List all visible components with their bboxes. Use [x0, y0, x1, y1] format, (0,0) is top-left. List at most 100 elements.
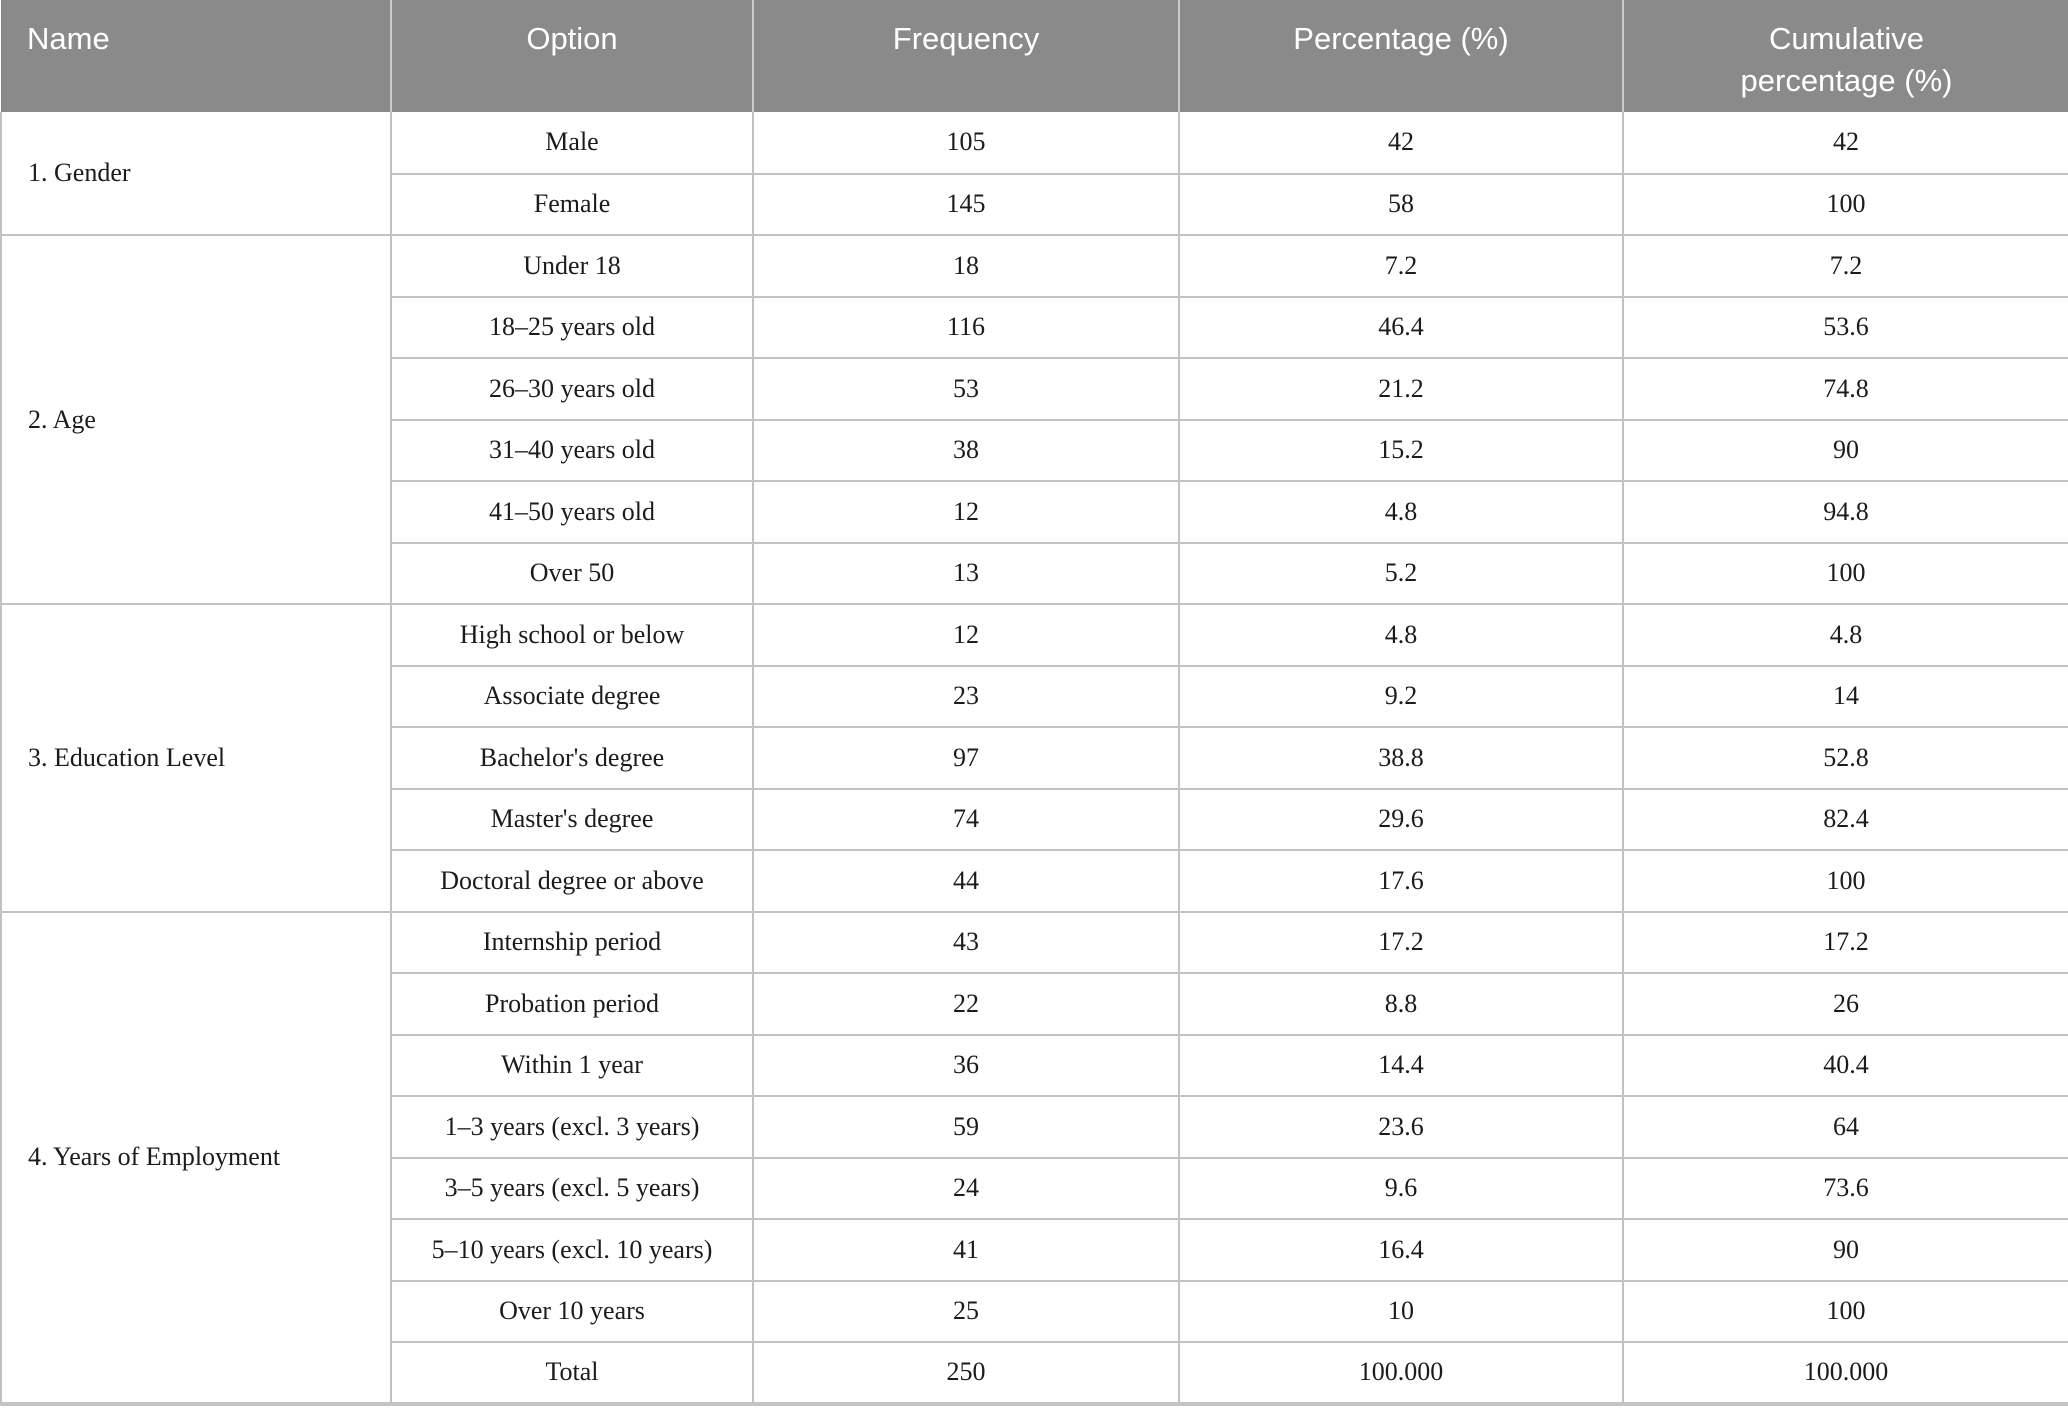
- percentage-cell: 17.6: [1178, 849, 1624, 913]
- column-header-cumulative-percentage: Cumulative percentage (%): [1622, 0, 2068, 112]
- table-row: Within 1 year 36 14.4 40.4: [1, 1033, 2068, 1097]
- option-cell: Within 1 year: [390, 1033, 754, 1097]
- table-row: Female 145 58 100: [1, 172, 2068, 236]
- cumulative-percentage-cell: 64: [1622, 1095, 2068, 1159]
- frequency-cell: 23: [752, 664, 1180, 728]
- table-row: 4. Years of Employment Internship period 4…: [0, 910, 2068, 1405]
- cumulative-percentage-cell: 100: [1622, 172, 2068, 236]
- option-cell: Associate degree: [390, 664, 754, 728]
- column-header-name: Name: [1, 0, 391, 112]
- option-cell: Total: [390, 1341, 754, 1405]
- option-cell: Female: [390, 172, 754, 236]
- table-row: Bachelor's degree 97 38.8 52.8: [1, 726, 2068, 790]
- frequency-cell: 116: [752, 295, 1180, 359]
- option-cell: 5–10 years (excl. 10 years): [390, 1218, 754, 1282]
- percentage-cell: 23.6: [1178, 1095, 1624, 1159]
- option-cell: Over 50: [390, 541, 754, 605]
- option-cell: Doctoral degree or above: [390, 849, 754, 913]
- frequency-cell: 13: [752, 541, 1180, 605]
- frequency-cell: 12: [752, 603, 1180, 667]
- table-row: Probation period 22 8.8 26: [1, 972, 2068, 1036]
- percentage-cell: 8.8: [1178, 972, 1624, 1036]
- section-name-cell: 3. Education Level: [0, 603, 392, 913]
- frequency-cell: 43: [752, 910, 1180, 974]
- option-cell: Under 18: [390, 234, 754, 298]
- option-cell: 26–30 years old: [390, 357, 754, 421]
- percentage-cell: 9.6: [1178, 1156, 1624, 1220]
- table-row: Associate degree 23 9.2 14: [1, 664, 2068, 728]
- section-name-cell: 1. Gender: [0, 112, 392, 236]
- cumulative-percentage-cell: 90: [1622, 418, 2068, 482]
- table-row: 1. Gender Male 105 42 42: [0, 112, 2068, 236]
- column-header-label: Percentage (%): [1293, 21, 1509, 56]
- table-row: 31–40 years old 38 15.2 90: [1, 418, 2068, 482]
- table-row: 26–30 years old 53 21.2 74.8: [1, 357, 2068, 421]
- cumulative-percentage-cell: 17.2: [1622, 910, 2068, 974]
- percentage-cell: 58: [1178, 172, 1624, 236]
- cumulative-percentage-cell: 7.2: [1622, 234, 2068, 298]
- frequency-cell: 250: [752, 1341, 1180, 1405]
- cumulative-percentage-cell: 4.8: [1622, 603, 2068, 667]
- column-header-option: Option: [390, 0, 753, 112]
- frequency-cell: 36: [752, 1033, 1180, 1097]
- cumulative-percentage-cell: 73.6: [1622, 1156, 2068, 1220]
- percentage-cell: 5.2: [1178, 541, 1624, 605]
- percentage-cell: 10: [1178, 1279, 1624, 1343]
- frequency-cell: 145: [752, 172, 1180, 236]
- option-cell: Master's degree: [390, 787, 754, 851]
- option-cell: 3–5 years (excl. 5 years): [390, 1156, 754, 1220]
- percentage-cell: 14.4: [1178, 1033, 1624, 1097]
- table-row: Over 50 13 5.2 100: [1, 541, 2068, 605]
- frequency-cell: 74: [752, 787, 1180, 851]
- percentage-cell: 9.2: [1178, 664, 1624, 728]
- table-row: Over 10 years 25 10 100: [1, 1279, 2068, 1343]
- percentage-cell: 4.8: [1178, 603, 1624, 667]
- table-row: 3. Education Level High school or below 12…: [0, 603, 2068, 913]
- frequency-cell: 53: [752, 357, 1180, 421]
- cumulative-percentage-cell: 100.000: [1622, 1341, 2068, 1405]
- option-cell: 18–25 years old: [390, 295, 754, 359]
- percentage-cell: 15.2: [1178, 418, 1624, 482]
- table-row: Doctoral degree or above 44 17.6 100: [1, 849, 2068, 913]
- cumulative-percentage-cell: 90: [1622, 1218, 2068, 1282]
- cumulative-percentage-cell: 74.8: [1622, 357, 2068, 421]
- percentage-cell: 7.2: [1178, 234, 1624, 298]
- option-cell: 41–50 years old: [390, 480, 754, 544]
- cumulative-percentage-cell: 40.4: [1622, 1033, 2068, 1097]
- table-row: 1–3 years (excl. 3 years) 59 23.6 64: [1, 1095, 2068, 1159]
- cumulative-percentage-cell: 100: [1622, 849, 2068, 913]
- frequency-cell: 18: [752, 234, 1180, 298]
- cumulative-percentage-cell: 14: [1622, 664, 2068, 728]
- frequency-cell: 41: [752, 1218, 1180, 1282]
- frequency-cell: 105: [752, 112, 1180, 175]
- header-row: Name Option Frequency Percentage (%) Cumulat…: [1, 0, 2068, 112]
- option-cell: Probation period: [390, 972, 754, 1036]
- frequency-cell: 22: [752, 972, 1180, 1036]
- frequency-cell: 24: [752, 1156, 1180, 1220]
- option-cell: 31–40 years old: [390, 418, 754, 482]
- cumulative-percentage-cell: 26: [1622, 972, 2068, 1036]
- frequency-cell: 12: [752, 480, 1180, 544]
- percentage-cell: 21.2: [1178, 357, 1624, 421]
- cumulative-percentage-cell: 100: [1622, 541, 2068, 605]
- frequency-cell: 97: [752, 726, 1180, 790]
- column-header-label: Cumulative percentage (%): [1740, 21, 1953, 98]
- cumulative-percentage-cell: 94.8: [1622, 480, 2068, 544]
- percentage-cell: 100.000: [1178, 1341, 1624, 1405]
- section-name-cell: 2. Age: [0, 234, 392, 605]
- column-header-label: Name: [27, 21, 110, 56]
- option-cell: Internship period: [390, 910, 754, 974]
- percentage-cell: 46.4: [1178, 295, 1624, 359]
- cumulative-percentage-cell: 42: [1622, 112, 2068, 175]
- frequency-cell: 59: [752, 1095, 1180, 1159]
- table-row: Total 250 100.000 100.000: [1, 1341, 2068, 1405]
- column-header-label: Option: [526, 21, 618, 56]
- section-name-cell: 4. Years of Employment: [0, 910, 392, 1405]
- percentage-cell: 38.8: [1178, 726, 1624, 790]
- option-cell: High school or below: [390, 603, 754, 667]
- table-row: 41–50 years old 12 4.8 94.8: [1, 480, 2068, 544]
- option-cell: Bachelor's degree: [390, 726, 754, 790]
- table-row: 18–25 years old 116 46.4 53.6: [1, 295, 2068, 359]
